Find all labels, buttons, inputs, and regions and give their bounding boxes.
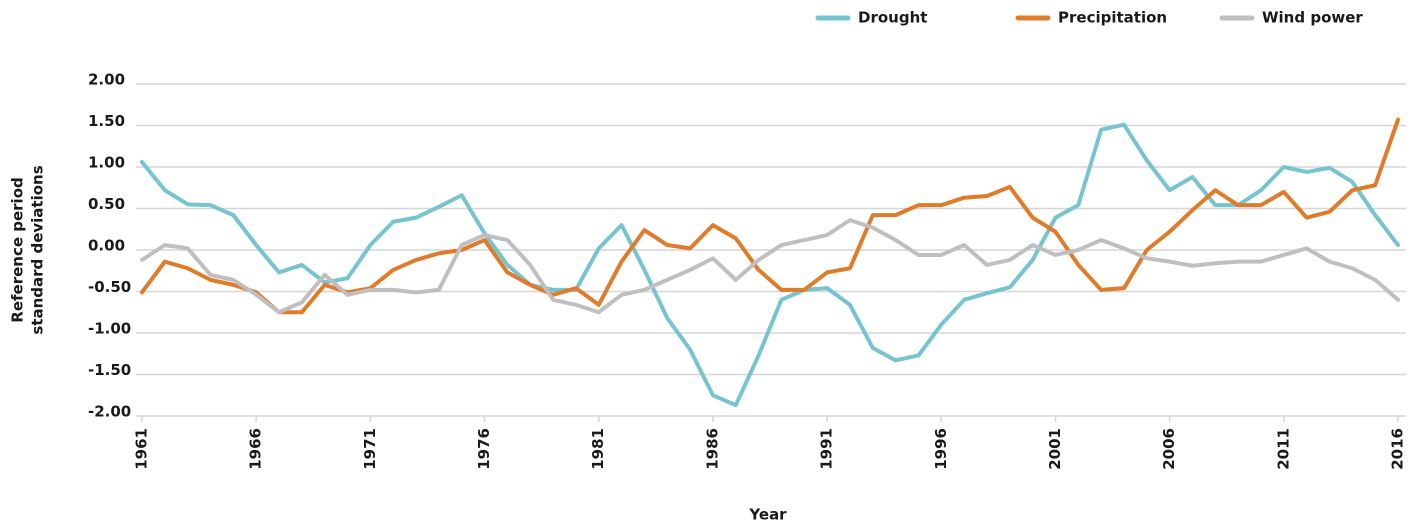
y-axis-title: standard deviations [29,165,47,334]
y-tick-label: -0.50 [88,278,131,296]
x-tick-label: 1961 [133,428,151,470]
legend-label: Precipitation [1058,9,1167,27]
y-axis-title: Reference period [9,177,27,322]
x-axis-title: Year [748,506,787,524]
series-line [140,218,1400,315]
y-tick-label: 2.00 [88,71,125,89]
series-line [140,122,1400,408]
y-tick-label: 0.50 [88,195,125,213]
x-tick-label: 1986 [703,428,721,470]
legend-label: Wind power [1262,9,1363,27]
x-tick-label: 1981 [589,428,607,470]
y-tick-label: -1.00 [88,320,131,338]
x-tick-label: 2016 [1389,428,1407,470]
x-tick-label: 2001 [1046,428,1064,470]
series-line [140,117,1400,315]
x-tick-label: 1996 [932,428,950,470]
y-tick-label: -2.00 [88,403,131,421]
y-tick-label: 0.00 [88,237,125,255]
x-tick-label: 1966 [247,428,265,470]
y-tick-label: -1.50 [88,361,131,379]
x-tick-label: 2006 [1160,428,1178,470]
legend-label: Drought [858,9,927,27]
x-tick-label: 1971 [361,428,379,470]
x-tick-label: 2011 [1274,428,1292,470]
y-tick-label: 1.00 [88,154,125,172]
x-tick-label: 1976 [475,428,493,470]
x-tick-label: 1991 [818,428,836,470]
y-tick-label: 1.50 [88,112,125,130]
